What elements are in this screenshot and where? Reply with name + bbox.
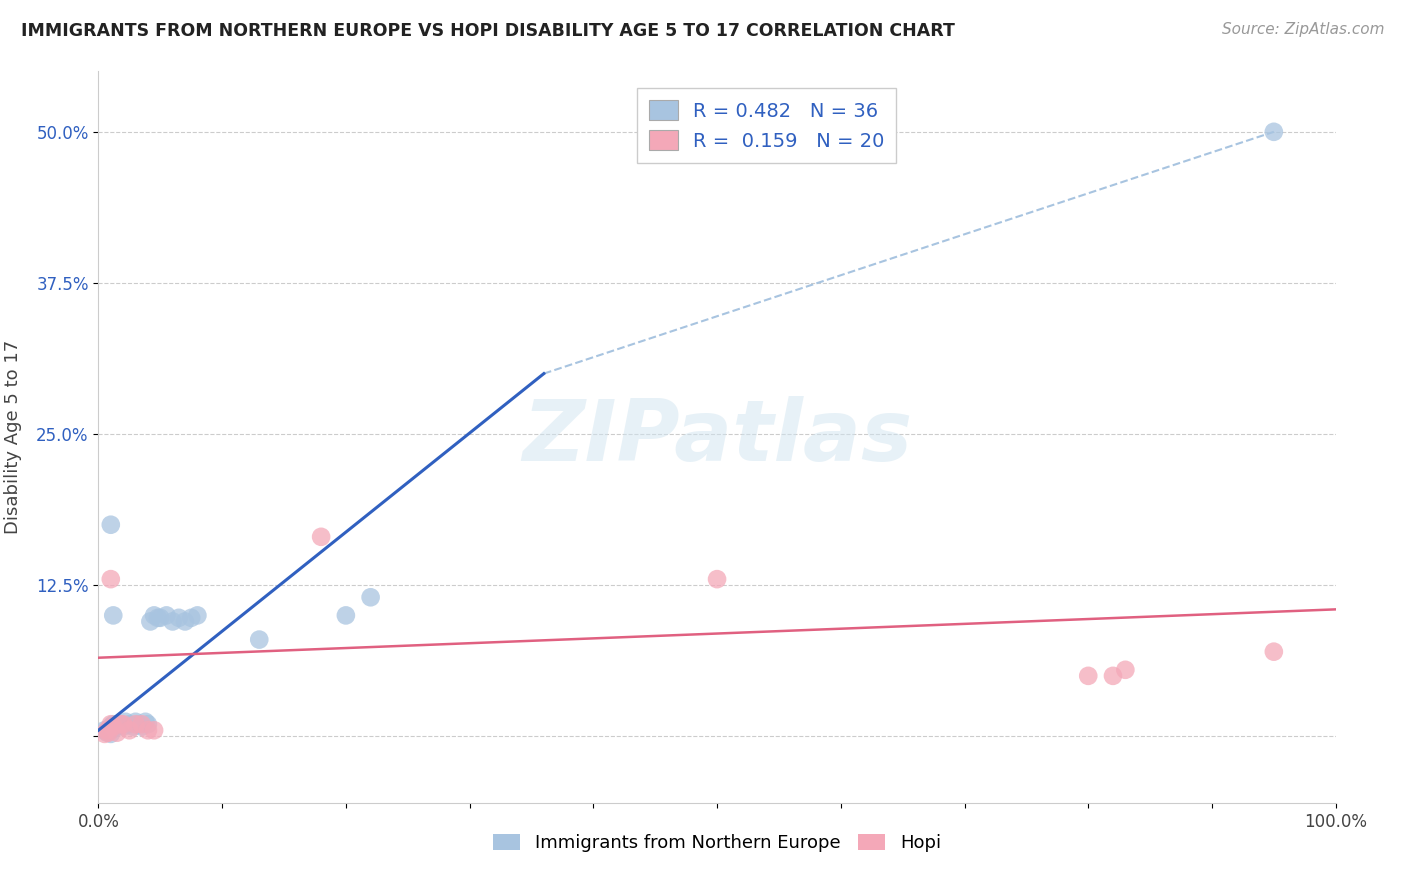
Point: [103, 717, 125, 731]
Text: ZIPatlas: ZIPatlas: [522, 395, 912, 479]
Point: [105, 717, 128, 731]
Point: [1102, 669, 1125, 683]
Point: [103, 608, 125, 623]
Point: [180, 611, 202, 625]
Point: [118, 723, 141, 738]
Point: [100, 723, 122, 738]
Point: [110, 717, 132, 731]
Point: [1114, 663, 1136, 677]
Point: [112, 717, 135, 731]
Point: [136, 717, 159, 731]
Point: [162, 615, 184, 629]
Point: [360, 591, 382, 605]
Point: [124, 714, 146, 729]
Point: [96, 723, 118, 738]
Text: Source: ZipAtlas.com: Source: ZipAtlas.com: [1222, 22, 1385, 37]
Point: [97, 725, 120, 739]
Point: [105, 720, 128, 734]
Text: IMMIGRANTS FROM NORTHERN EUROPE VS HOPI DISABILITY AGE 5 TO 17 CORRELATION CHART: IMMIGRANTS FROM NORTHERN EUROPE VS HOPI …: [21, 22, 955, 40]
Point: [93, 727, 115, 741]
Point: [93, 723, 115, 738]
Point: [155, 608, 177, 623]
Point: [186, 608, 208, 623]
Point: [103, 721, 125, 735]
Point: [131, 717, 153, 731]
Point: [136, 723, 159, 738]
Point: [247, 632, 270, 647]
Point: [139, 615, 162, 629]
Point: [122, 720, 145, 734]
Legend: Immigrants from Northern Europe, Hopi: Immigrants from Northern Europe, Hopi: [486, 827, 948, 860]
Point: [143, 608, 166, 623]
Point: [131, 720, 153, 734]
Point: [149, 611, 172, 625]
Point: [105, 725, 128, 739]
Point: [118, 717, 141, 731]
Point: [100, 720, 122, 734]
Point: [143, 723, 166, 738]
Point: [112, 720, 135, 734]
Point: [100, 727, 122, 741]
Point: [100, 717, 122, 731]
Point: [114, 714, 136, 729]
Point: [127, 717, 149, 731]
Y-axis label: Disability Age 5 to 17: Disability Age 5 to 17: [4, 340, 22, 534]
Point: [110, 717, 132, 731]
Point: [146, 611, 169, 625]
Point: [124, 717, 146, 731]
Point: [1077, 669, 1099, 683]
Point: [167, 611, 190, 625]
Point: [335, 608, 357, 623]
Point: [103, 720, 125, 734]
Point: [1263, 125, 1285, 139]
Point: [100, 517, 122, 532]
Point: [97, 723, 120, 738]
Point: [174, 615, 197, 629]
Point: [96, 725, 118, 739]
Point: [1263, 645, 1285, 659]
Point: [309, 530, 332, 544]
Point: [134, 714, 156, 729]
Point: [100, 572, 122, 586]
Point: [706, 572, 728, 586]
